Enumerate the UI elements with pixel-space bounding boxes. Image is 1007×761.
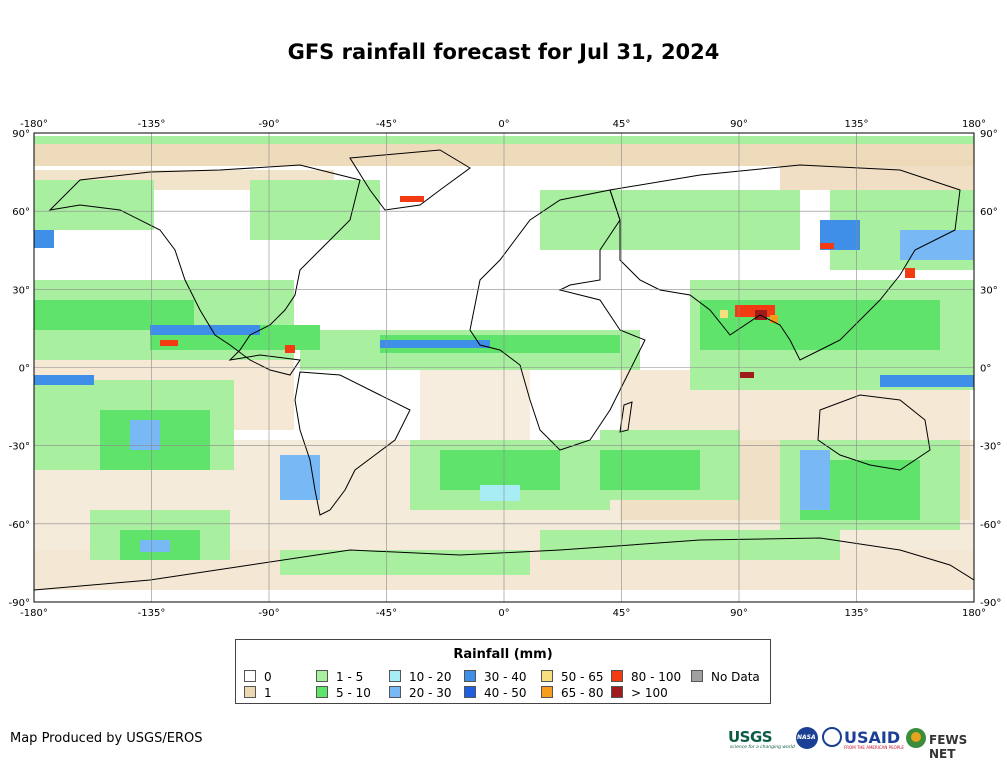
lat-tick-label-right: 90° [980,129,998,140]
usaid-seal-icon [822,727,842,747]
usaid-logo: USAID FROM THE AMERICAN PEOPLE [822,726,904,752]
lon-tick-label-top: 90° [730,119,748,130]
legend-item: 5 - 10 [316,686,371,700]
nasa-wordmark: NASA [797,734,816,741]
lat-tick-label-right: -90° [980,598,1001,609]
usgs-tagline: science for a changing world [730,745,795,750]
legend-label: 65 - 80 [561,686,604,700]
legend-label: 1 - 5 [336,670,364,684]
legend-box: Rainfall (mm) 0 1 1 - 5 5 - 10 10 - 20 20 - 3… [235,639,771,704]
lon-tick-label-top: 0° [498,119,509,130]
lon-tick-label-bottom: 135° [844,608,868,619]
fewsnet-logo: FEWS NET [906,726,996,761]
legend-item: 20 - 30 [389,686,452,700]
fewsnet-wordmark: FEWS NET [929,733,968,761]
usgs-logo: USGS science for a changing world [728,726,795,752]
lat-tick-label-left: 90° [12,129,30,140]
lon-tick-label-bottom: -135° [138,608,166,619]
rainfall-map: -180° -180° -135° -135° -90° -90° -45° -45° 0° 0°… [9,119,1002,619]
legend-swatch [541,686,553,698]
legend-item: No Data [691,670,760,684]
lon-tick-label-top: 45° [613,119,631,130]
legend-label: 50 - 65 [561,670,604,684]
lon-tick-label-bottom: 90° [730,608,748,619]
nasa-logo: NASA [796,726,820,752]
legend-label: 0 [264,670,272,684]
legend-label: 20 - 30 [409,686,452,700]
legend-label: No Data [711,670,760,684]
lon-tick-label-bottom: 180° [962,608,986,619]
usgs-wordmark: USGS [728,728,773,746]
map-credit: Map Produced by USGS/EROS [10,731,203,746]
legend-item: 30 - 40 [464,670,527,684]
legend-swatch [244,686,256,698]
legend-swatch [691,670,703,682]
lat-tick-label-left: -90° [9,598,30,609]
legend-label: > 100 [631,686,668,700]
map-frame [33,132,975,603]
legend-label: 1 [264,686,272,700]
legend-swatch [389,670,401,682]
lat-tick-label-right: 0° [980,364,991,375]
map-title: GFS rainfall forecast for Jul 31, 2024 [287,40,720,64]
lat-tick-label-left: 60° [12,207,30,218]
legend-swatch [316,670,328,682]
legend-swatch [464,686,476,698]
lat-tick-label-right: 60° [980,207,998,218]
legend-label: 30 - 40 [484,670,527,684]
lon-tick-label-top: 180° [962,119,986,130]
lon-tick-label-top: -135° [138,119,166,130]
legend-label: 40 - 50 [484,686,527,700]
legend-item: 10 - 20 [389,670,452,684]
legend-label: 80 - 100 [631,670,682,684]
lat-tick-label-left: 0° [19,364,30,375]
lat-tick-label-left: -60° [9,520,30,531]
north-america-outline [48,164,361,376]
legend-item: 40 - 50 [464,686,527,700]
legend-label: 10 - 20 [409,670,452,684]
legend-swatch [389,686,401,698]
continent-outlines [34,149,974,591]
lon-tick-label-bottom: 0° [498,608,509,619]
legend-title: Rainfall (mm) [453,647,553,662]
lon-tick-label-top: -180° [20,119,48,130]
asia-outline [609,164,961,361]
lon-tick-label-top: -45° [376,119,397,130]
lat-tick-label-right: 30° [980,285,998,296]
lat-tick-label-left: 30° [12,285,30,296]
legend-item: 50 - 65 [541,670,604,684]
legend-label: 5 - 10 [336,686,371,700]
lon-tick-label-bottom: -90° [258,608,279,619]
legend-swatch [611,670,623,682]
legend-item: 65 - 80 [541,686,604,700]
legend-item: > 100 [611,686,668,700]
legend-swatch [611,686,623,698]
lat-tick-label-left: -30° [9,442,30,453]
rain-band-5-10mm [34,300,940,560]
usaid-tagline: FROM THE AMERICAN PEOPLE [844,745,904,750]
lon-tick-label-top: -90° [258,119,279,130]
antarctica-outline [34,537,974,591]
south-america-outline [294,371,411,516]
legend-swatch [464,670,476,682]
greenland-outline [349,149,471,211]
australia-outline [817,394,931,471]
lat-tick-label-right: -30° [980,442,1001,453]
legend-swatch [244,670,256,682]
lon-tick-label-bottom: 45° [613,608,631,619]
lon-tick-label-bottom: -45° [376,608,397,619]
legend-item: 0 [244,670,272,684]
legend-item: 1 - 5 [316,670,363,684]
legend-item: 80 - 100 [611,670,681,684]
tick-labels: -180° -180° -135° -135° -90° -90° -45° -45° 0° 0°… [9,119,1002,619]
legend-swatch [541,670,553,682]
usaid-wordmark: USAID [844,728,901,747]
lon-tick-label-top: 135° [844,119,868,130]
lat-tick-label-right: -60° [980,520,1001,531]
legend-swatch [316,686,328,698]
legend-item: 1 [244,686,272,700]
lon-tick-label-bottom: -180° [20,608,48,619]
